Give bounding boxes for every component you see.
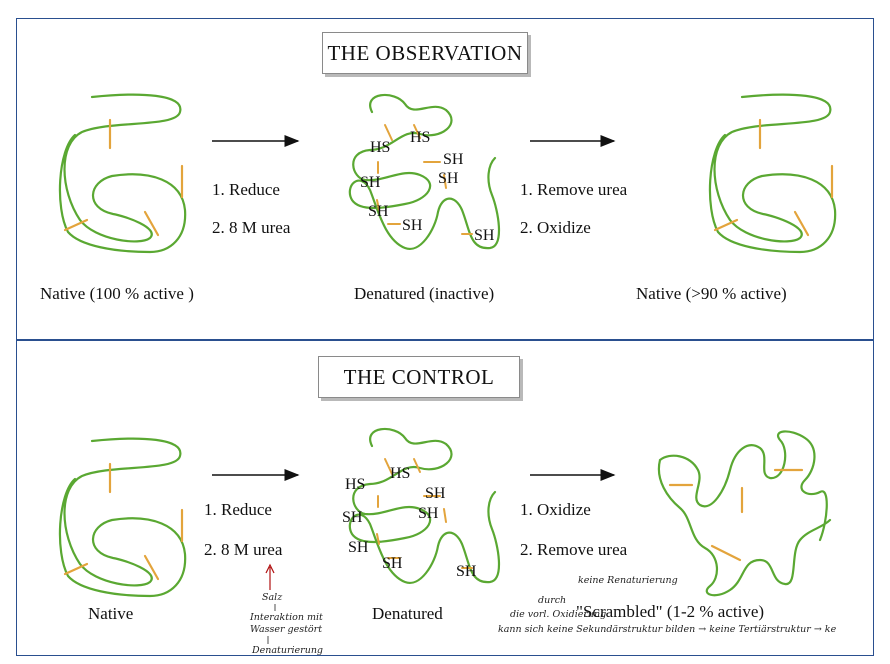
control-denatured-label: Denatured xyxy=(372,604,443,623)
control-panel xyxy=(16,340,874,656)
thiol-label: SH xyxy=(438,170,459,187)
native-protein-bottom xyxy=(58,437,187,598)
denatured-label: Denatured (inactive) xyxy=(354,284,495,303)
thiol-label: SH xyxy=(360,174,381,191)
renatured-protein xyxy=(708,93,837,254)
thiol-label: HS xyxy=(390,465,410,482)
note-early-oxidation: die vorl. Oxidierung xyxy=(510,609,606,620)
renatured-label: Native (>90 % active) xyxy=(636,284,787,303)
note-through: durch xyxy=(538,595,566,606)
control-step2-remove-urea: 2. Remove urea xyxy=(520,540,628,559)
thiol-label: SH xyxy=(368,203,389,220)
thiol-label: HS xyxy=(410,129,430,146)
observation-step2-oxidize: 2. Oxidize xyxy=(520,218,591,237)
thiol-label: SH xyxy=(342,509,363,526)
note-chain: kann sich keine Sekundärstruktur bilden … xyxy=(498,624,837,635)
control-step1-reduce: 1. Reduce xyxy=(204,500,272,519)
thiol-label: SH xyxy=(418,505,439,522)
control-step2-oxidize: 1. Oxidize xyxy=(520,500,591,519)
thiol-label: SH xyxy=(382,555,403,572)
denatured-protein-top: HS HS SH SH SH SH SH SH xyxy=(348,93,501,251)
thiol-label: SH xyxy=(456,563,477,580)
native-protein-top xyxy=(58,93,187,254)
note-interaction-1: Interaktion mit xyxy=(249,612,323,623)
observation-step1-reduce: 1. Reduce xyxy=(212,180,280,199)
thiol-label: SH xyxy=(402,217,423,234)
thiol-label: HS xyxy=(370,139,390,156)
thiol-label: HS xyxy=(345,476,365,493)
control-native-label: Native xyxy=(88,604,134,623)
observation-step2-remove-urea: 1. Remove urea xyxy=(520,180,628,199)
handwritten-notes: Salz Interaktion mit Wasser gestört Dena… xyxy=(249,563,837,656)
thiol-label: SH xyxy=(443,151,464,168)
note-salt: Salz xyxy=(262,592,283,603)
native-label: Native (100 % active ) xyxy=(40,284,194,303)
note-denaturation: Denaturierung xyxy=(251,645,323,656)
denatured-protein-bottom: HS HS SH SH SH SH SH SH xyxy=(342,427,501,585)
observation-panel xyxy=(16,18,874,340)
note-interaction-2: Wasser gestört xyxy=(250,624,322,635)
thiol-label: SH xyxy=(474,227,495,244)
note-no-renaturation: keine Renaturierung xyxy=(578,575,678,586)
observation-step1-urea: 2. 8 M urea xyxy=(212,218,291,237)
scrambled-label: "Scrambled" (1-2 % active) xyxy=(576,602,765,621)
observation-title: THE OBSERVATION xyxy=(322,32,528,74)
thiol-label: SH xyxy=(425,485,446,502)
control-step1-urea: 2. 8 M urea xyxy=(204,540,283,559)
scrambled-protein xyxy=(657,430,832,597)
control-title: THE CONTROL xyxy=(318,356,520,398)
thiol-label: SH xyxy=(348,539,369,556)
